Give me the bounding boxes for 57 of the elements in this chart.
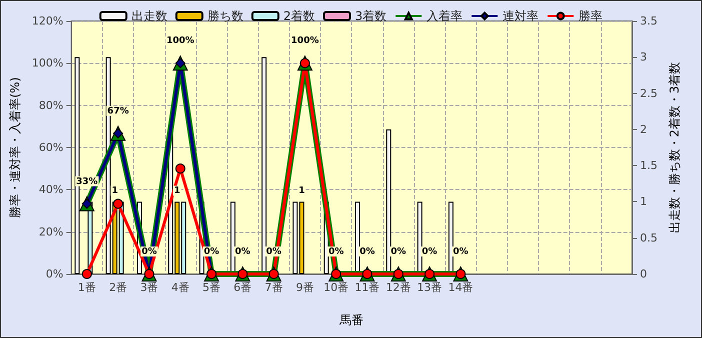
y-tick-label: 20% — [38, 225, 64, 238]
data-label: 0% — [360, 247, 375, 257]
data-label: 0% — [204, 247, 220, 257]
data-label: 0% — [235, 247, 250, 257]
x-axis-title: 馬番 — [338, 313, 364, 327]
point — [175, 164, 186, 174]
x-tick-label: 2番 — [109, 281, 128, 294]
y2-tick-label: 1.5 — [640, 159, 658, 172]
y-tick-label: 100% — [32, 56, 64, 70]
y2-tick-label: 3.5 — [640, 14, 658, 28]
data-label: 0% — [266, 247, 282, 257]
data-label: 100% — [166, 36, 194, 46]
y-tick-label: 120% — [32, 14, 64, 28]
data-label: 0% — [142, 247, 157, 257]
y2-tick-label: 2 — [640, 122, 647, 136]
x-tick-label: 5番 — [202, 281, 221, 294]
y2-tick-label: 0.5 — [640, 231, 658, 244]
legend-label: 2着数 — [283, 9, 316, 23]
data-label: 0% — [422, 247, 438, 257]
data-label: 0% — [453, 247, 468, 257]
x-tick-label: 4番 — [171, 281, 190, 294]
legend-label: 勝率 — [578, 9, 603, 23]
y2-tick-label: 3 — [640, 50, 647, 64]
legend-label: 勝ち数 — [207, 9, 244, 23]
data-label: 1 — [112, 186, 118, 196]
legend-label: 3着数 — [355, 9, 387, 23]
x-tick-label: 7番 — [264, 281, 283, 294]
data-label: 1 — [298, 186, 305, 196]
y-axis-title: 勝率・連対率・入着率(%) — [8, 77, 22, 218]
x-tick-label: 12番 — [386, 281, 411, 294]
x-tick-label: 11番 — [354, 281, 380, 294]
x-tick-label: 13番 — [417, 281, 442, 294]
y-tick-label: 40% — [38, 183, 64, 196]
x-tick-label: 9番 — [296, 281, 314, 294]
x-tick-label: 10番 — [324, 281, 349, 294]
y2-axis-title: 出走数・勝ち数・2着数・3着数 — [667, 62, 682, 234]
y-tick-label: 60% — [38, 141, 64, 154]
x-tick-label: 6番 — [234, 281, 252, 294]
data-label: 0% — [328, 247, 344, 257]
data-label: 0% — [390, 247, 406, 257]
legend-label: 連対率 — [502, 9, 539, 23]
data-label: 1 — [174, 186, 180, 196]
y-tick-label: 80% — [38, 98, 64, 112]
x-tick-label: 1番 — [78, 281, 96, 294]
point — [82, 269, 92, 279]
point — [113, 198, 124, 209]
y2-tick-label: 0 — [640, 268, 647, 280]
x-tick-label: 14番 — [448, 281, 474, 294]
data-label: 67% — [107, 106, 129, 116]
y2-tick-label: 1 — [640, 195, 647, 208]
y-tick-label: 0% — [46, 268, 64, 280]
data-label: 33% — [76, 176, 98, 187]
x-tick-label: 3番 — [140, 281, 158, 294]
y2-tick-label: 2.5 — [640, 86, 658, 100]
legend-label: 入着率 — [426, 9, 463, 23]
data-label: 100% — [291, 36, 319, 46]
legend-label: 出走数 — [131, 9, 168, 23]
